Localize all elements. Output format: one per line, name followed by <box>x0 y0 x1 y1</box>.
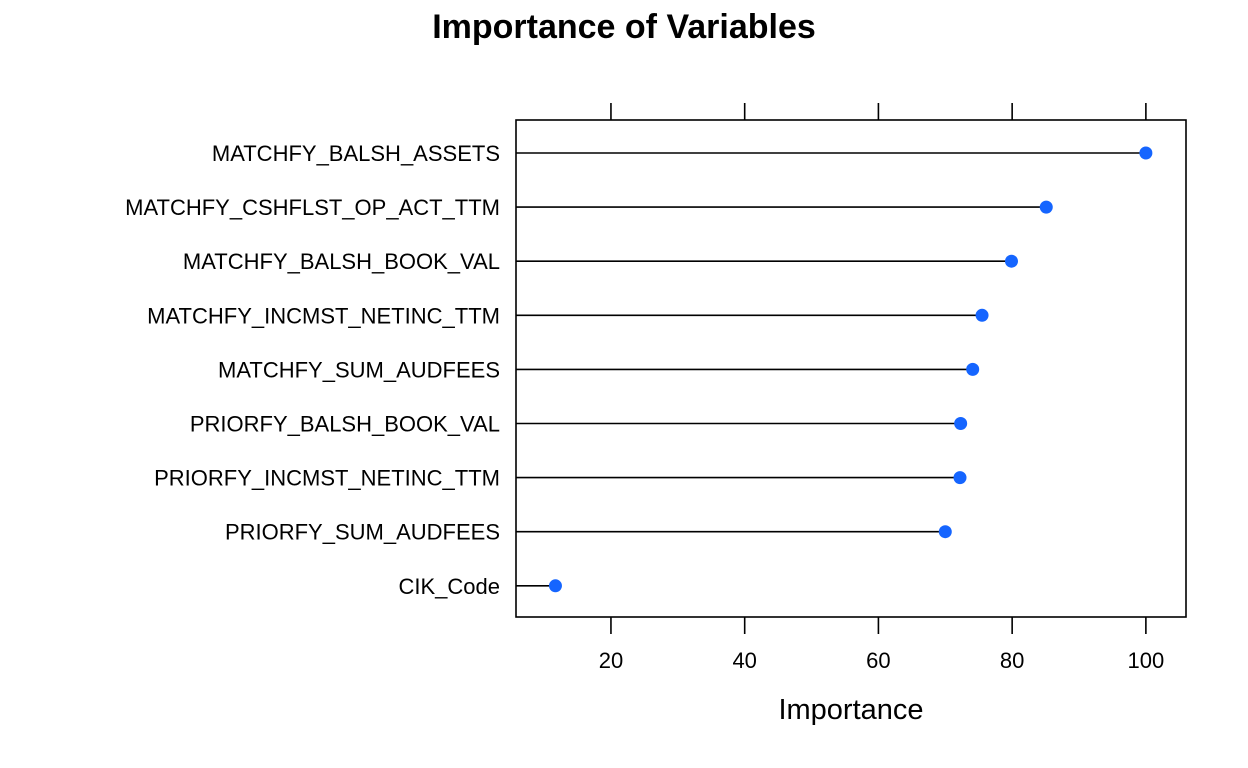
category-label: MATCHFY_SUM_AUDFEES <box>218 357 500 382</box>
importance-point <box>1139 146 1153 160</box>
importance-point <box>966 362 980 376</box>
category-label: CIK_Code <box>398 574 500 599</box>
category-label: PRIORFY_SUM_AUDFEES <box>225 520 500 545</box>
importance-point <box>975 308 989 322</box>
category-label: MATCHFY_BALSH_ASSETS <box>212 141 500 166</box>
category-label: MATCHFY_INCMST_NETINC_TTM <box>147 303 500 328</box>
importance-point <box>938 525 952 539</box>
importance-point <box>953 471 967 485</box>
top-axis-ticks <box>610 103 1147 120</box>
x-tick-label: 80 <box>1000 648 1024 673</box>
x-tick-label: 20 <box>599 648 623 673</box>
bottom-axis: 20 40 60 80 100 <box>599 617 1165 673</box>
x-tick-label: 60 <box>866 648 890 673</box>
importance-point <box>1004 254 1018 268</box>
x-axis-label: Importance <box>778 694 923 726</box>
chart-title: Importance of Variables <box>432 8 816 46</box>
importance-point <box>1039 200 1053 214</box>
category-label: PRIORFY_INCMST_NETINC_TTM <box>154 466 500 491</box>
importance-point <box>954 417 968 430</box>
importance-series <box>516 146 1153 593</box>
category-label: PRIORFY_BALSH_BOOK_VAL <box>190 412 500 437</box>
plot-frame <box>515 119 1187 618</box>
x-tick-label: 100 <box>1128 648 1165 673</box>
x-tick-label: 40 <box>732 648 756 673</box>
importance-point <box>548 579 562 593</box>
category-labels: MATCHFY_BALSH_ASSETS MATCHFY_CSHFLST_OP_A… <box>125 141 500 599</box>
category-label: MATCHFY_CSHFLST_OP_ACT_TTM <box>125 195 500 220</box>
category-label: MATCHFY_BALSH_BOOK_VAL <box>183 249 500 274</box>
